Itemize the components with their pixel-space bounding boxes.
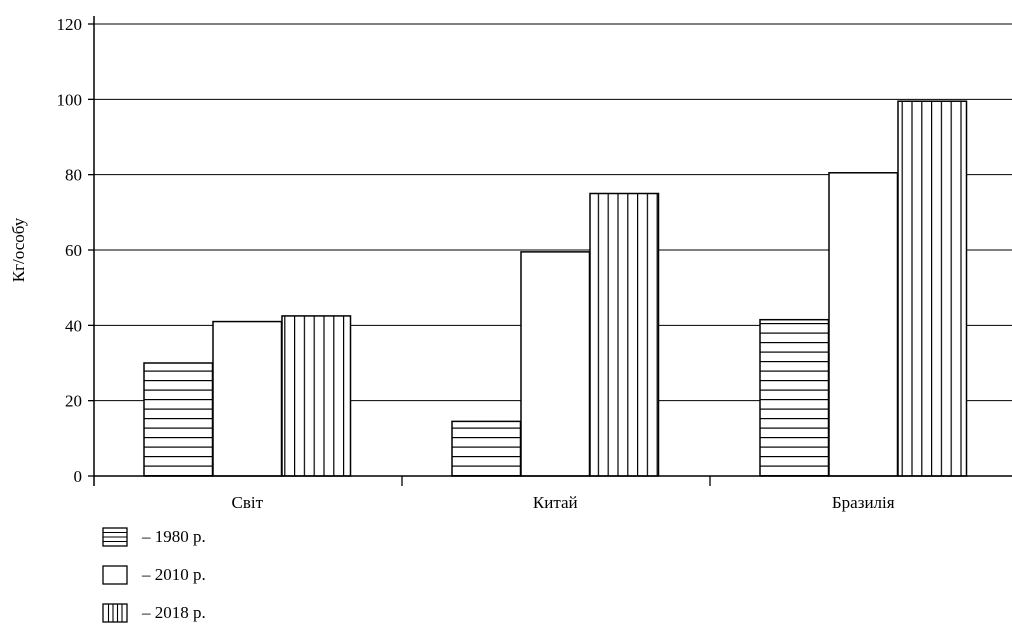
legend-item-2018: – 2018 р. bbox=[102, 594, 206, 632]
y-tick-label-0: 0 bbox=[74, 467, 83, 486]
y-tick-label-100: 100 bbox=[57, 90, 83, 109]
x-tick-label-1: Світ bbox=[231, 493, 263, 512]
bar-3-series-1 bbox=[759, 318, 830, 477]
legend-label-2010: – 2010 р. bbox=[142, 565, 206, 584]
axes: 0 20 40 60 80 100 120 Світ Китай Бразилія bbox=[57, 15, 1012, 512]
bar-3-series-2 bbox=[828, 172, 899, 477]
y-tick-label-60: 60 bbox=[65, 241, 82, 260]
y-tick-label-40: 40 bbox=[65, 316, 82, 335]
bar-2-series-1 bbox=[451, 420, 522, 477]
legend-swatch-vertical-lines bbox=[102, 603, 128, 623]
y-tick-label-20: 20 bbox=[65, 392, 82, 411]
legend-item-1980: – 1980 р. bbox=[102, 518, 206, 556]
legend-swatch-empty bbox=[102, 565, 128, 585]
x-tick-label-2: Китай bbox=[533, 493, 578, 512]
legend-label-2018: – 2018 р. bbox=[142, 603, 206, 622]
bar-2-series-2 bbox=[520, 251, 591, 477]
x-tick-label-3: Бразилія bbox=[832, 493, 895, 512]
bar-1-series-3 bbox=[281, 315, 352, 477]
y-tick-label-80: 80 bbox=[65, 166, 82, 185]
bar-3-series-3 bbox=[897, 100, 968, 477]
legend-label-1980: – 1980 р. bbox=[142, 527, 206, 546]
bar-1-series-1 bbox=[143, 362, 214, 477]
legend-item-2010: – 2010 р. bbox=[102, 556, 206, 594]
legend: – 1980 р. – 2010 р. – 2018 р. bbox=[102, 518, 206, 632]
legend-swatch-horizontal-lines bbox=[102, 527, 128, 547]
bar-1-series-2 bbox=[212, 320, 283, 477]
bar-2-series-3 bbox=[589, 192, 660, 477]
bar-chart: 0 20 40 60 80 100 120 Світ Китай Бразилія Кг/особ… bbox=[9, 15, 1012, 512]
y-tick-label-120: 120 bbox=[57, 15, 83, 34]
y-axis-title: Кг/особу bbox=[9, 217, 28, 282]
bars bbox=[143, 100, 968, 477]
